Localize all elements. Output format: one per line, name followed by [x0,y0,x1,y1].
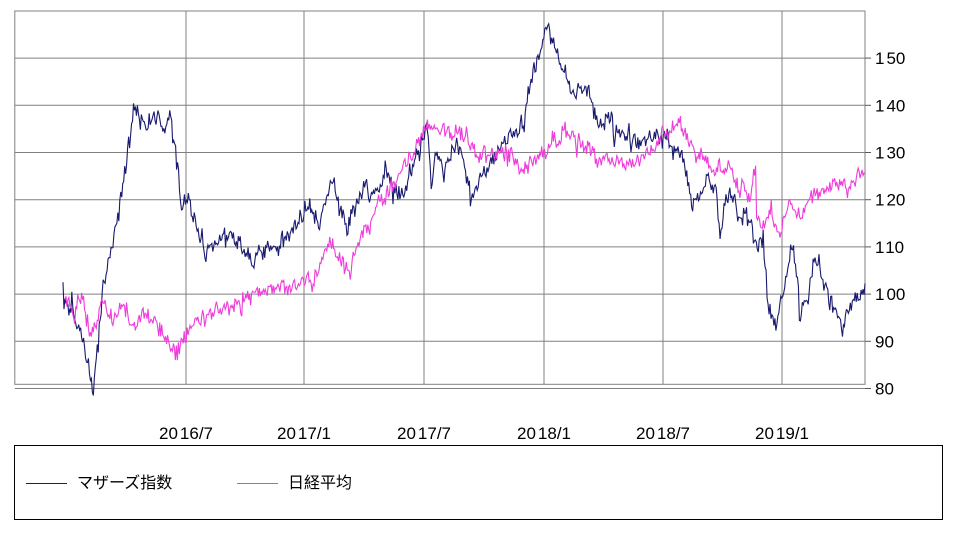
svg-text:130: 1 30 [875,144,905,163]
svg-text:150: 1 50 [875,49,905,68]
svg-text:100: 1 00 [875,285,905,304]
svg-text:90: 90 [875,332,894,351]
svg-text:80: 80 [875,380,894,399]
svg-text:110: 1 10 [875,238,904,257]
svg-text:120: 1 20 [875,191,905,210]
svg-text:140: 1 40 [875,96,905,115]
